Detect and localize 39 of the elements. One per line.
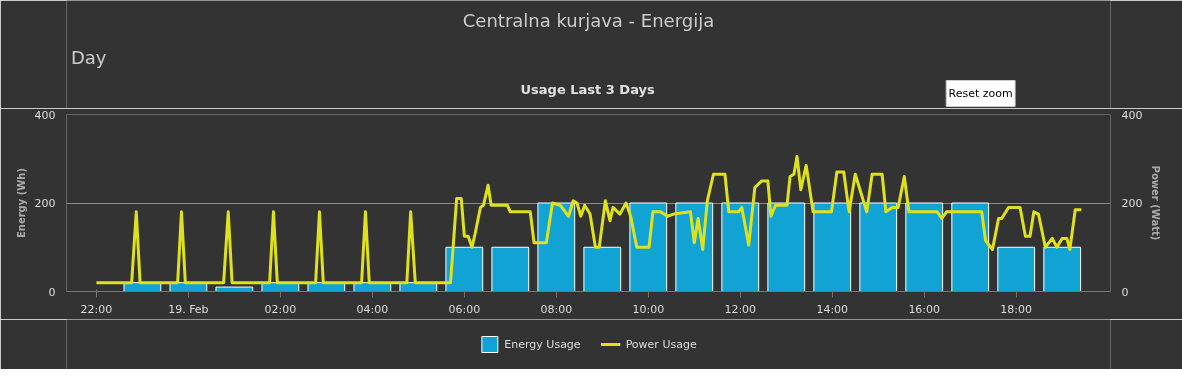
bar xyxy=(445,246,484,292)
bar xyxy=(629,202,668,292)
y2-axis-title: Power (Watt) xyxy=(1150,165,1162,241)
y2-tick-label: 200 xyxy=(1121,197,1143,210)
y2-tick-label: 400 xyxy=(1121,108,1143,122)
chart-subtitle: Day xyxy=(70,47,107,68)
bar xyxy=(215,286,254,292)
text: Reset zoom xyxy=(948,87,1013,100)
bar xyxy=(951,202,990,292)
x-tick-label: 04:00 xyxy=(356,302,389,316)
bar xyxy=(1043,246,1082,292)
bar xyxy=(721,202,760,292)
bar xyxy=(813,202,852,292)
y-tick-label: 400 xyxy=(34,108,56,122)
x-tick-label: 08:00 xyxy=(540,302,573,316)
x-tick-label: 16:00 xyxy=(908,302,941,316)
legend-label: Energy Usage xyxy=(504,337,581,351)
legend-label: Power Usage xyxy=(625,337,697,351)
x-tick-label: 19. Feb xyxy=(168,302,209,316)
bar xyxy=(905,202,944,292)
x-tick-label: 14:00 xyxy=(816,302,849,316)
bar xyxy=(583,246,622,292)
chart-title: Centralna kurjava - Energija xyxy=(462,10,715,31)
x-tick-label: 22:00 xyxy=(80,302,113,316)
x-tick-label: 12:00 xyxy=(724,302,757,316)
y-axis-title: Energy (Wh) xyxy=(15,167,27,239)
bar xyxy=(997,246,1036,292)
x-tick-label: 06:00 xyxy=(448,302,481,316)
y-tick-label: 200 xyxy=(34,197,56,210)
text: Usage Last 3 Days xyxy=(520,82,655,97)
bar xyxy=(537,202,576,292)
x-tick-label: 02:00 xyxy=(264,302,297,316)
bar xyxy=(859,202,898,292)
y2-tick-label: 0 xyxy=(1121,285,1129,299)
bar xyxy=(767,202,806,292)
x-tick-label: 18:00 xyxy=(1000,302,1033,316)
x-tick-label: 10:00 xyxy=(632,302,665,316)
y-tick-label: 0 xyxy=(48,285,56,299)
bar xyxy=(491,246,530,292)
